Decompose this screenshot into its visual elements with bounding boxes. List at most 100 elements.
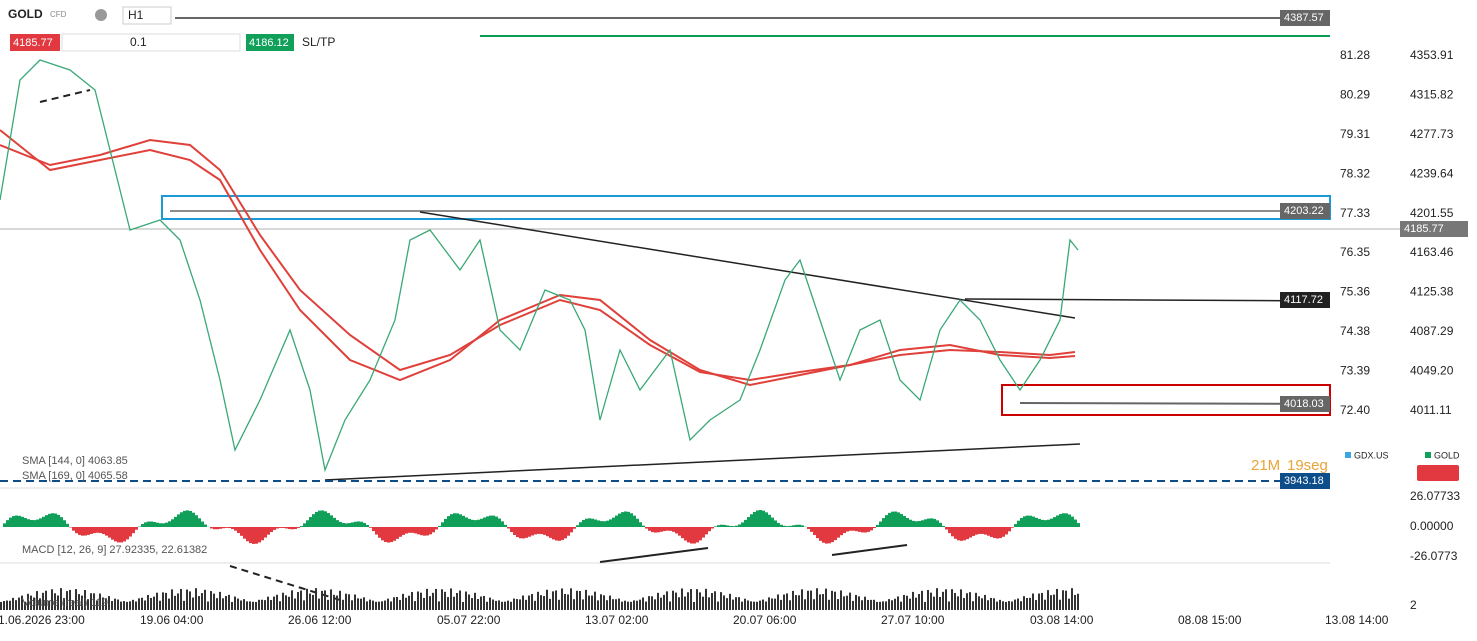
histogram-bar [1077,523,1080,527]
sl-tp-button[interactable]: SL/TP [302,35,335,49]
histogram-bar [99,527,102,533]
histogram-bar [6,520,9,527]
histogram-bar [183,511,186,527]
histogram-bar [723,525,726,527]
histogram-bar [699,527,702,540]
legend-button[interactable] [1417,465,1459,481]
histogram-bar [156,523,159,527]
histogram-bar [606,521,609,527]
volume-bar [531,594,533,610]
legend-entry[interactable]: GOLD [1434,450,1460,460]
volume-bar [921,591,923,610]
volume-bar [9,601,11,610]
histogram-bar [744,520,747,527]
volume-bar [450,588,452,610]
symbol[interactable]: GOLD [8,7,43,21]
histogram-bar [300,526,303,527]
histogram-bar [1005,527,1008,534]
volume-bar [897,596,899,610]
histogram-bar [648,527,651,531]
volume-bar [963,598,965,610]
volume-bar [996,602,998,610]
volume-bar [801,589,803,610]
histogram-bar [447,516,450,527]
volume-bar [1077,594,1079,610]
histogram-bar [516,527,519,537]
histogram-bar [603,521,606,527]
volume-bar [870,600,872,610]
volume-bar [549,599,551,610]
histogram-bar [714,526,717,527]
volume-bar [984,595,986,610]
histogram-bar [21,517,24,527]
info-icon[interactable] [95,9,107,21]
volume-bar [270,600,272,610]
histogram-bar [540,527,543,534]
histogram-bar [330,515,333,527]
histogram-bar [174,517,177,527]
volume-bar [792,591,794,610]
histogram-bar [1044,520,1047,527]
volume-bar [846,596,848,610]
volume-bar [201,593,203,610]
histogram-bar [909,520,912,527]
histogram-bar [168,521,171,527]
histogram-bar [894,512,897,527]
volume-bar [303,600,305,610]
volume-bar [243,599,245,610]
histogram-bar [966,527,969,539]
histogram-bar [678,527,681,536]
volume-bar [975,593,977,610]
volume-bar [606,600,608,610]
volume-bar [693,602,695,610]
histogram-bar [774,520,777,527]
histogram-bar [978,527,981,534]
volume-bar [309,594,311,610]
volume-bar [924,602,926,610]
volume-bar [276,595,278,610]
volume-bar [810,591,812,610]
bid: 4185.77 [13,37,53,49]
histogram-bar [807,527,810,529]
histogram-bar [756,510,759,527]
histogram-bar [906,518,909,527]
lot-input[interactable] [62,34,240,51]
volume-bar [234,597,236,610]
time-label: 27.07 10:00 [881,613,945,627]
histogram-bar [816,527,819,538]
volume-bar [132,600,134,610]
histogram-bar [963,527,966,540]
legend-entry[interactable]: GDX.US [1354,450,1389,460]
histogram-bar [684,527,687,541]
histogram-bar [153,522,156,527]
histogram-bar [15,516,18,527]
volume-bar [624,601,626,610]
histogram-bar [702,527,705,538]
time-label: 26.06 12:00 [288,613,352,627]
histogram-bar [78,527,81,535]
histogram-bar [162,523,165,527]
histogram-bar [279,527,282,528]
axis-label: 78.32 [1340,166,1370,180]
histogram-bar [801,525,804,527]
volume-bar [186,590,188,610]
volume-bar [417,591,419,610]
volume-bar [1032,593,1034,610]
histogram-bar [393,527,396,541]
histogram-bar [222,527,225,528]
histogram-bar [240,527,243,536]
axis-label: 73.39 [1340,363,1370,377]
histogram-bar [366,525,369,527]
histogram-bar [798,525,801,527]
volume-bar [711,593,713,610]
histogram-bar [1074,520,1077,527]
volume-bar [822,594,824,610]
volume-bar [153,597,155,610]
histogram-bar [972,527,975,536]
histogram-bar [414,527,417,533]
histogram-bar [927,519,930,527]
volume-bar [1059,600,1061,610]
axis-label: 4125.38 [1410,285,1454,299]
volume-bar [561,588,563,610]
